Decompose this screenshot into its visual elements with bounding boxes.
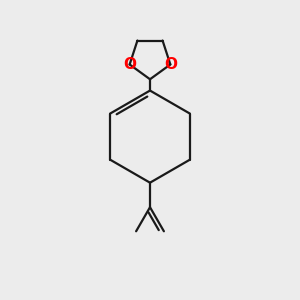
Text: O: O [164,57,177,72]
Text: O: O [123,57,136,72]
